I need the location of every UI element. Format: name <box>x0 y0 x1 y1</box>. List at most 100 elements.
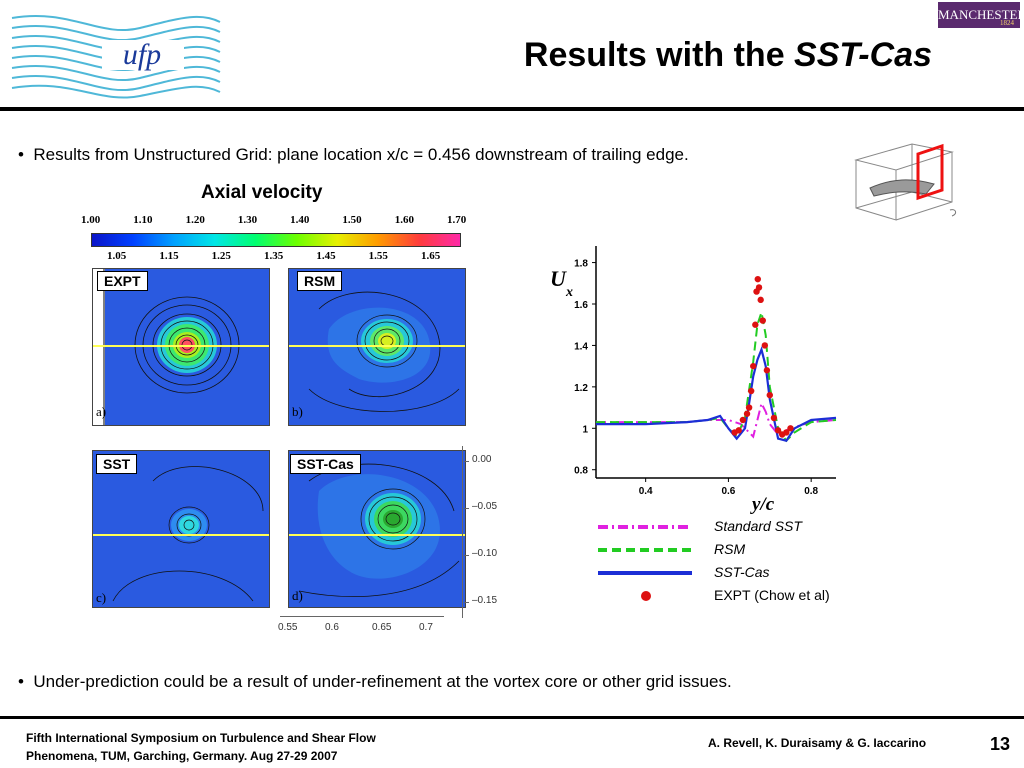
contour-panel-sst <box>92 450 270 608</box>
colorbar-bottom-tick-5: 1.55 <box>368 250 388 262</box>
contour-y-axis-line <box>462 446 463 618</box>
panel-corner-b: b) <box>292 404 303 419</box>
expt-data-point <box>747 387 755 395</box>
header-rule <box>0 107 1024 111</box>
bullet-2: • Under-prediction could be a result of … <box>18 672 732 692</box>
expt-data-point <box>755 284 763 291</box>
chart-xlabel: y/c <box>750 494 775 515</box>
manchester-wordmark: MANCHESTER <box>938 7 1024 22</box>
colorbar-top-tick-6: 1.60 <box>394 214 414 226</box>
bullet-1: • Results from Unstructured Grid: plane … <box>18 145 689 165</box>
chart-svg: 0.8 1 1.2 1.4 1.6 1.8 0.4 0.6 0.8 U x y/c <box>550 246 837 515</box>
manchester-year: 1824 <box>1000 19 1014 27</box>
legend-label: Standard SST <box>714 518 802 534</box>
legend-item: RSM <box>596 539 856 561</box>
expt-data-point <box>774 427 782 434</box>
legend-swatch <box>598 525 692 529</box>
footer-conference-line2: Phenomena, TUM, Garching, Germany. Aug 2… <box>26 749 338 763</box>
panel-corner-d: d) <box>292 588 303 603</box>
colorbar <box>91 233 461 247</box>
legend-label: EXPT (Chow et al) <box>714 587 830 603</box>
chart-y-tick-0: 0.8 <box>574 466 588 477</box>
contour-y-tick-mark <box>464 555 469 556</box>
title-emphasis: SST-Cas <box>794 36 932 74</box>
contour-x-tick-1: 0.6 <box>325 622 339 633</box>
contour-y-ticks: 0.00 –0.05 –0.10 –0.15 <box>464 440 514 620</box>
contour-y-tick-mark <box>464 602 469 603</box>
colorbar-top-tick-2: 1.20 <box>185 214 205 226</box>
chart-series <box>596 275 837 443</box>
legend-marker <box>641 591 651 601</box>
expt-data-point <box>766 391 773 399</box>
expt-data-point <box>752 321 759 328</box>
slide-title: Results with the SST-Cas <box>300 36 932 75</box>
legend-swatch <box>641 591 651 601</box>
legend-label: SST-Cas <box>714 564 770 580</box>
chart-y-tick-5: 1.8 <box>574 259 588 270</box>
colorbar-bottom-tick-3: 1.35 <box>264 250 284 262</box>
legend-item: SST-Cas <box>596 562 856 584</box>
panel-corner-c: c) <box>96 590 107 605</box>
logo-text: ufp <box>123 38 161 71</box>
velocity-profile-chart: 0.8 1 1.2 1.4 1.6 1.8 0.4 0.6 0.8 U x y/c <box>540 238 840 528</box>
legend-label: RSM <box>714 541 746 557</box>
chart-ylabel: U <box>550 266 567 291</box>
bullet-dot: • <box>18 672 34 691</box>
expt-data-point <box>770 414 778 422</box>
bullet-1-text: Results from Unstructured Grid: plane lo… <box>33 145 689 164</box>
contour-x-tick-0: 0.55 <box>278 622 298 633</box>
contour-y-tick-1: –0.05 <box>472 501 498 512</box>
chart-legend: Standard SST RSM SST-Cas EXPT (Chow et al) <box>596 516 856 612</box>
contour-y-tick-mark <box>464 461 469 462</box>
chart-axes: 0.8 1 1.2 1.4 1.6 1.8 0.4 0.6 0.8 <box>574 246 836 497</box>
expt-data-point <box>743 410 751 417</box>
contour-x-axis-line <box>280 616 444 617</box>
colorbar-top-tick-1: 1.10 <box>133 214 153 226</box>
chart-y-tick-1: 1 <box>582 424 588 435</box>
contour-panel-sst-cas <box>288 450 466 608</box>
footer-rule <box>0 716 1024 719</box>
contour-title: Axial velocity <box>201 182 323 203</box>
bullet-2-text: Under-prediction could be a result of un… <box>33 672 732 691</box>
colorbar-bottom-tick-1: 1.15 <box>159 250 179 262</box>
panel-label-rsm: RSM <box>297 271 343 291</box>
legend-swatch <box>598 571 692 575</box>
series-line-2 <box>596 346 837 442</box>
chart-x-tick-0: 0.4 <box>639 486 653 497</box>
ufp-logo: ufp <box>10 8 222 100</box>
colorbar-top-tick-3: 1.30 <box>237 214 258 226</box>
expt-data-point <box>739 416 747 424</box>
contour-panel-expt <box>92 268 270 426</box>
legend-item: Standard SST <box>596 516 856 538</box>
expt-data-point <box>759 317 766 324</box>
contour-x-tick-2: 0.65 <box>372 622 392 633</box>
colorbar-bottom-tick-2: 1.25 <box>211 250 231 262</box>
colorbar-bottom-tick-0: 1.05 <box>107 250 127 262</box>
series-line-0 <box>596 400 837 439</box>
legend-swatch <box>598 548 692 552</box>
footer-conference-line1: Fifth International Symposium on Turbule… <box>26 731 376 745</box>
colorbar-top-ticks: 1.00 1.10 1.20 1.30 1.40 1.50 1.60 1.70 <box>81 214 481 228</box>
contour-x-tick-3: 0.7 <box>419 622 433 633</box>
colorbar-top-tick-7: 1.70 <box>447 214 467 226</box>
expt-data-point <box>761 342 769 349</box>
panel-label-sst: SST <box>96 454 138 474</box>
contour-y-tick-mark <box>464 508 469 509</box>
colorbar-bottom-ticks: 1.05 1.15 1.25 1.35 1.45 1.55 1.65 <box>81 250 481 264</box>
panel-label-sst-cas: SST-Cas <box>290 454 361 474</box>
title-prefix: Results with the <box>523 36 795 74</box>
contour-y-tick-3: –0.15 <box>472 595 498 606</box>
colorbar-bottom-tick-4: 1.45 <box>316 250 336 262</box>
expt-data-point <box>735 427 742 434</box>
series-line-1 <box>596 311 837 443</box>
footer-conference: Fifth International Symposium on Turbule… <box>26 729 376 765</box>
chart-x-tick-2: 0.8 <box>804 486 818 497</box>
chart-y-tick-3: 1.4 <box>574 341 588 352</box>
footer-authors: A. Revell, K. Duraisamy & G. Iaccarino <box>708 736 927 750</box>
expt-data-point <box>757 296 764 304</box>
colorbar-top-tick-4: 1.40 <box>290 214 310 226</box>
chart-ylabel-subscript: x <box>565 285 573 300</box>
colorbar-top-tick-5: 1.50 <box>342 214 362 226</box>
panel-label-expt: EXPT <box>97 271 148 291</box>
contour-y-tick-2: –0.10 <box>472 548 498 559</box>
